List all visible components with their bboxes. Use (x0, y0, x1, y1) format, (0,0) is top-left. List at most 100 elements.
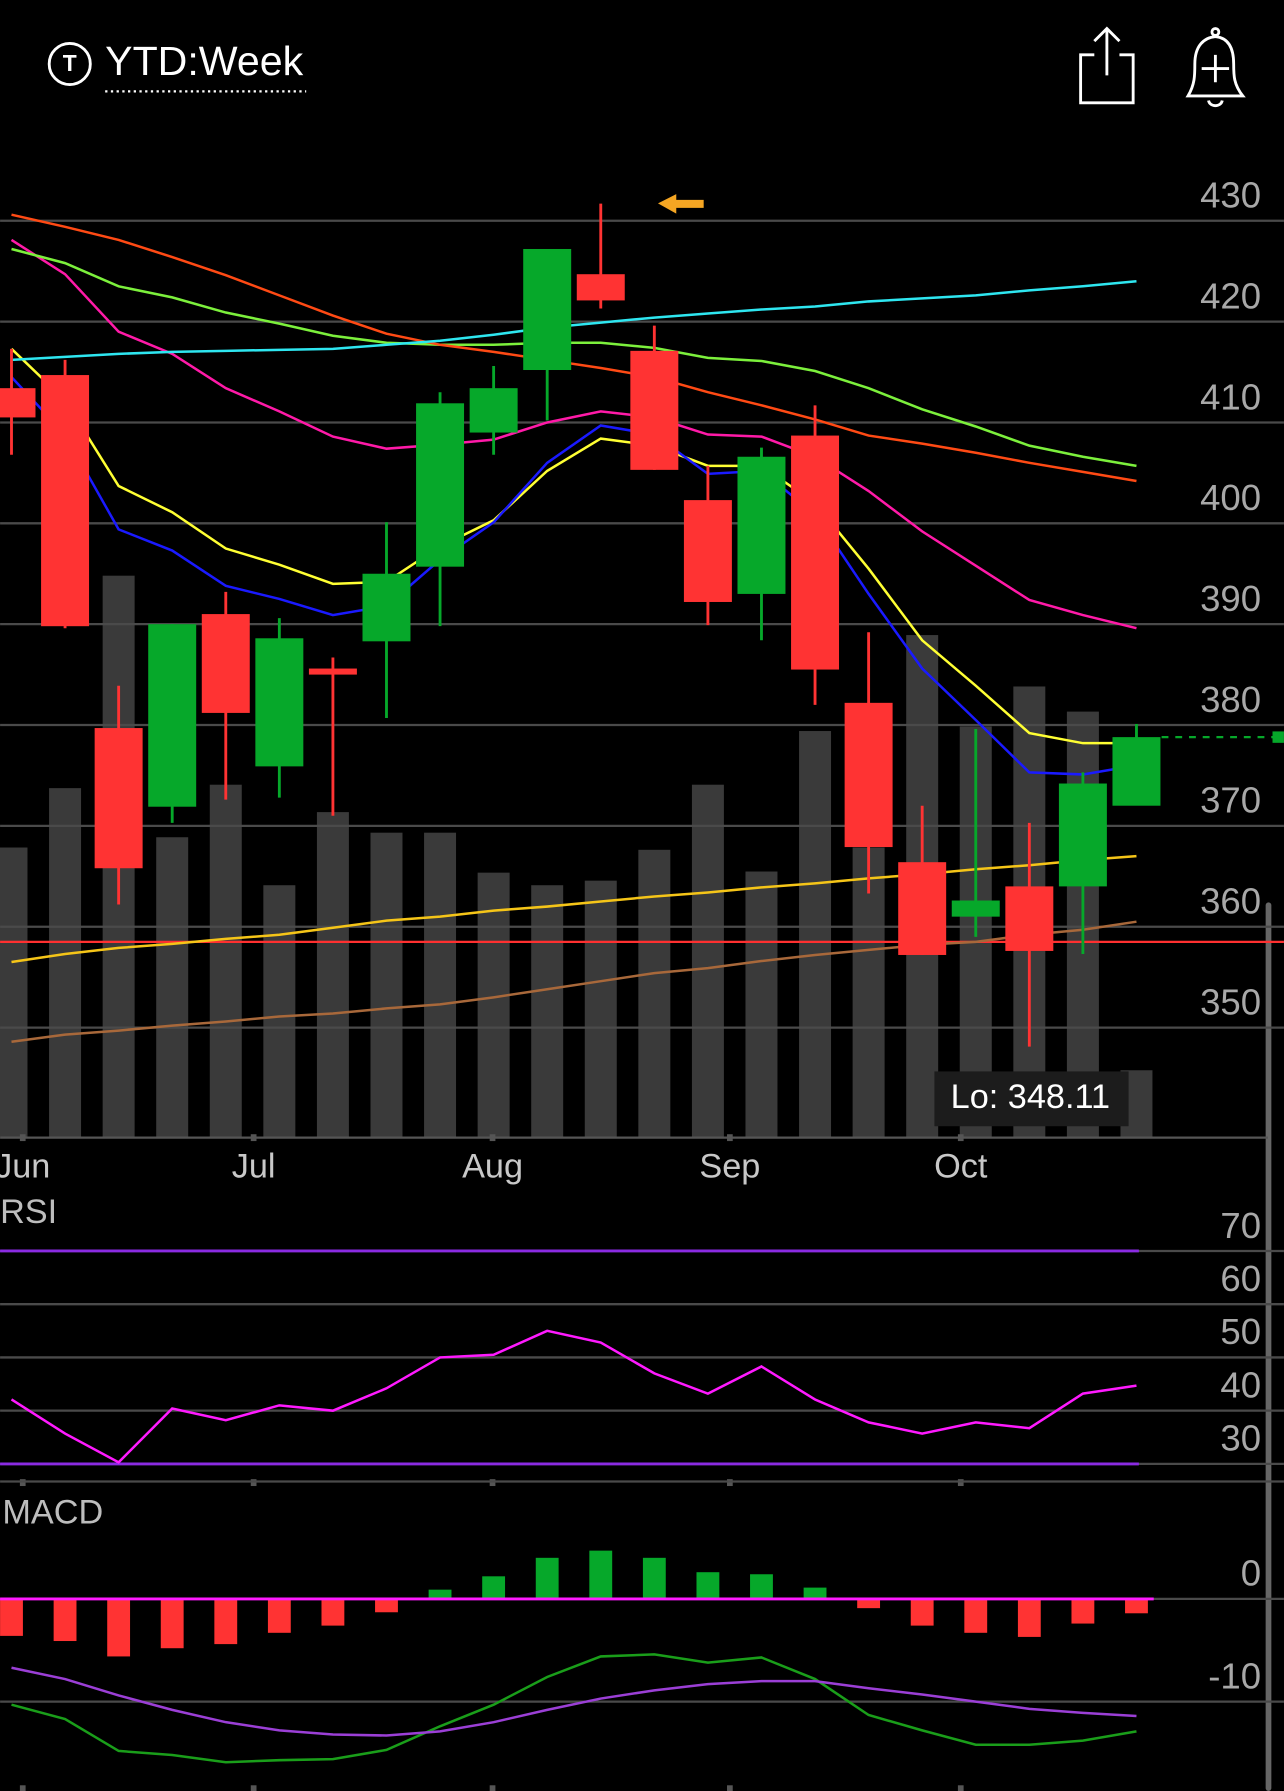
indicator-line (11, 247, 1137, 468)
x-tick-label: Oct (934, 1148, 988, 1186)
y-tick-label: 420 (1200, 275, 1261, 316)
x-tick-label: Aug (462, 1148, 523, 1186)
y-tick-label: 380 (1200, 679, 1261, 720)
volume-bar (0, 847, 28, 1137)
histogram-bar (0, 1598, 23, 1636)
indicator-line (11, 854, 1137, 964)
candle-body (683, 500, 732, 602)
y-tick-label: 410 (1200, 376, 1261, 417)
volume-bar (477, 872, 510, 1137)
indicator-line (11, 920, 1137, 1043)
histogram-bar (857, 1598, 881, 1609)
candle-body (898, 862, 947, 955)
histogram-bar (803, 1587, 827, 1599)
y-tick-label: 60 (1220, 1258, 1261, 1299)
candle-body (0, 388, 36, 418)
indicator-line (11, 213, 1137, 483)
candle-body (844, 702, 893, 848)
header: T YTD:Week (47, 26, 1246, 108)
histogram-bar (1071, 1598, 1095, 1624)
histogram-bar (964, 1598, 988, 1633)
volume-bar (424, 832, 457, 1137)
alert-button[interactable] (1185, 27, 1246, 108)
histogram-bar (375, 1598, 398, 1613)
candle-body (94, 728, 143, 869)
y-tick-label: 370 (1200, 780, 1261, 821)
candle-body (1005, 886, 1054, 951)
histogram-bar (53, 1598, 77, 1642)
share-button[interactable] (1079, 26, 1135, 105)
y-tick-label: 430 (1200, 175, 1261, 216)
candle-body (416, 403, 465, 567)
volume-bar (584, 880, 617, 1137)
volume-bar (638, 849, 671, 1137)
candle-body (201, 614, 250, 713)
candle-body (308, 668, 357, 675)
y-tick-label: 70 (1220, 1205, 1261, 1246)
macd-title: MACD (2, 1494, 103, 1532)
x-tick-label: Jul (232, 1148, 276, 1186)
histogram-bar (482, 1576, 506, 1599)
y-tick-label: 50 (1220, 1311, 1261, 1352)
volume-bar (531, 885, 564, 1137)
candle-body (148, 624, 197, 807)
volume-bar (49, 788, 82, 1137)
y-tick-label: -10 (1208, 1655, 1261, 1696)
volume-bar (745, 871, 778, 1137)
volume-bar (852, 847, 885, 1137)
histogram-bar (1017, 1598, 1041, 1637)
indicator-line (11, 280, 1137, 362)
indicator-line (10, 1329, 1137, 1464)
candle-body (469, 388, 518, 433)
histogram-bar (214, 1598, 238, 1645)
candle-body (576, 274, 625, 301)
histogram-bar (910, 1598, 934, 1626)
indicator-line (10, 376, 1137, 776)
x-tick-label: Jun (0, 1148, 50, 1186)
histogram-bar (160, 1598, 184, 1649)
volume-bar (263, 885, 296, 1137)
volume-bar (316, 812, 349, 1137)
histogram-bar (321, 1598, 345, 1626)
last-price-marker (1272, 731, 1284, 743)
candle-body (255, 638, 304, 767)
histogram-bar (642, 1557, 666, 1599)
volume-bar (799, 731, 832, 1137)
candle-body (791, 435, 840, 670)
scrollbar[interactable] (1265, 902, 1272, 1791)
indicator-line (11, 1653, 1137, 1764)
candle-body (523, 248, 572, 371)
histogram-bar (107, 1598, 131, 1657)
volume-bar (691, 784, 724, 1137)
histogram-bar (535, 1557, 559, 1599)
candle-body (630, 350, 679, 470)
ticker-icon-letter: T (63, 50, 77, 76)
y-tick-label: 350 (1200, 981, 1261, 1022)
volume-bar (156, 837, 189, 1137)
candle-body (41, 375, 90, 627)
low-annotation: Lo: 348.11 (951, 1078, 1110, 1116)
candle-body (951, 900, 1000, 917)
y-tick-label: 40 (1220, 1364, 1261, 1405)
histogram-bar (696, 1572, 720, 1599)
ticker-icon (47, 41, 92, 86)
timeframe-selector[interactable]: YTD:Week (105, 38, 303, 84)
indicator-line (10, 347, 1137, 745)
indicator-line (10, 238, 1137, 630)
x-tick-label: Sep (699, 1148, 760, 1186)
y-tick-label: 360 (1200, 881, 1261, 922)
y-tick-label: 30 (1220, 1418, 1261, 1459)
volume-bar (209, 784, 242, 1137)
y-tick-label: 0 (1241, 1553, 1261, 1594)
candle-body (1112, 737, 1161, 806)
y-tick-label: 390 (1200, 578, 1261, 619)
candle-body (737, 456, 786, 594)
histogram-bar (589, 1550, 613, 1599)
annotation-box (934, 1071, 1129, 1127)
histogram-bar (267, 1598, 291, 1633)
candle-body (1058, 783, 1107, 887)
y-tick-label: 400 (1200, 477, 1261, 518)
highlight-arrow (657, 194, 704, 214)
